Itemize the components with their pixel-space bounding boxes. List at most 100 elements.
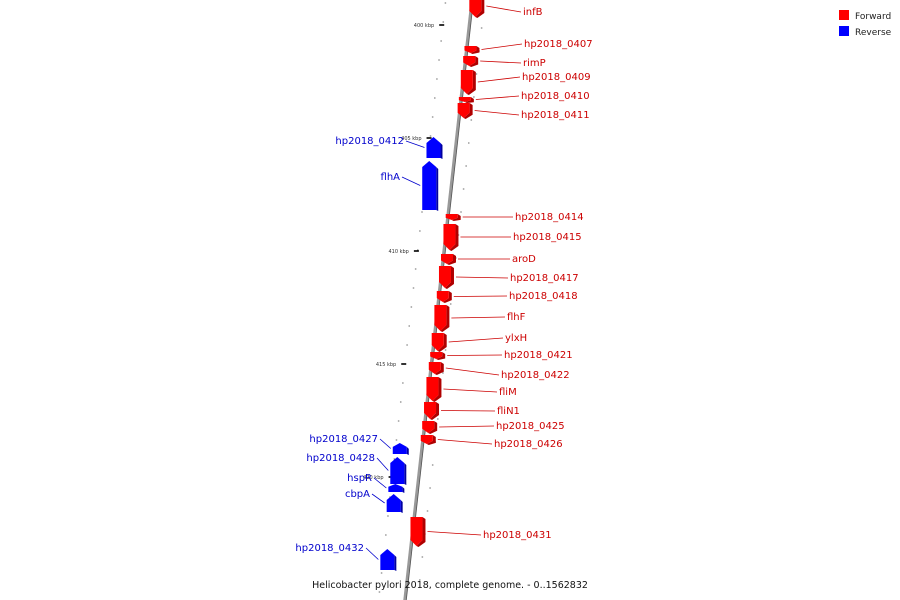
gene-shadow — [432, 377, 442, 402]
gene-arrow[interactable] — [428, 362, 441, 374]
gene-cbpA[interactable] — [386, 494, 403, 513]
gene-hp2018_0415[interactable] — [443, 224, 459, 251]
tick-label: 420 kbp — [363, 475, 383, 481]
gene-arrow[interactable] — [422, 161, 437, 210]
gene-arrow[interactable] — [443, 224, 456, 250]
leader-line — [481, 43, 523, 50]
gene-flhF[interactable] — [434, 305, 450, 332]
leader-line — [475, 95, 520, 100]
legend: Forward Reverse — [839, 10, 892, 38]
gene-fliM[interactable] — [426, 377, 442, 402]
gene-flhA[interactable] — [422, 161, 439, 211]
gene-arrow[interactable] — [445, 214, 458, 220]
gene-arrow[interactable] — [440, 254, 453, 264]
gene-arrow[interactable] — [424, 402, 437, 419]
gene-arrow[interactable] — [380, 549, 395, 570]
gene-shadow — [464, 97, 474, 103]
gene-arrow[interactable] — [436, 291, 449, 302]
gene-arrow[interactable] — [430, 352, 443, 359]
gene-label-hp2018_0418: hp2018_0418 — [509, 291, 578, 302]
gene-shadow — [436, 167, 439, 211]
gene-hp2018_0422[interactable] — [428, 362, 444, 375]
gene-arrow[interactable] — [438, 266, 451, 288]
leader-line — [477, 76, 521, 83]
gene-hp2018_0432[interactable] — [380, 549, 397, 571]
gene-features[interactable] — [380, 0, 485, 571]
gene-label-hp2018_0427: hp2018_0427 — [309, 434, 378, 445]
gene-shadow — [430, 402, 440, 420]
gene-hp2018_0425[interactable] — [422, 421, 438, 434]
gene-label-fliM: fliM — [499, 387, 517, 398]
leader-line — [401, 176, 421, 186]
gene-shadow — [406, 446, 409, 455]
gene-shadow — [402, 486, 405, 493]
gene-hp2018_0431[interactable] — [410, 517, 426, 547]
gene-hp2018_0407[interactable] — [464, 46, 480, 54]
gene-shadow — [394, 555, 397, 571]
gene-label-flhF: flhF — [507, 312, 526, 323]
gene-arrow[interactable] — [410, 517, 423, 546]
gene-arrow[interactable] — [390, 457, 405, 484]
leader-line — [441, 410, 496, 412]
gene-hp2018_0414[interactable] — [445, 214, 461, 221]
gene-arrow[interactable] — [386, 494, 401, 512]
gene-label-hp2018_0421: hp2018_0421 — [504, 350, 573, 361]
gene-hp2018_0410[interactable] — [458, 97, 474, 103]
gene-arrow[interactable] — [458, 97, 471, 102]
gene-shadow — [475, 0, 485, 18]
gene-ylxH[interactable] — [431, 333, 447, 352]
gene-hp2018_0412[interactable] — [426, 137, 443, 159]
gene-label-hp2018_0414: hp2018_0414 — [515, 212, 584, 223]
gene-arrow[interactable] — [388, 484, 403, 492]
gene-labels: infB hp2018_0407 rimP hp2018_0409 hp2018_041… — [295, 5, 593, 560]
gene-hspR[interactable] — [388, 484, 405, 493]
gene-arrow[interactable] — [457, 103, 470, 118]
gene-label-hp2018_0431: hp2018_0431 — [483, 530, 552, 541]
legend-reverse-swatch — [839, 26, 849, 36]
gene-arrow[interactable] — [463, 56, 476, 66]
gene-shadow — [469, 56, 479, 67]
gene-fliN1[interactable] — [424, 402, 440, 420]
leader-line — [455, 276, 509, 279]
gene-shadow — [466, 70, 476, 95]
gene-arrow[interactable] — [392, 443, 407, 454]
gene-shadow — [416, 517, 426, 547]
gene-label-flhA: flhA — [381, 172, 401, 183]
gene-arrow[interactable] — [464, 46, 477, 53]
gene-hp2018_0421[interactable] — [430, 352, 446, 360]
gene-shadow — [444, 266, 454, 289]
gene-arrow[interactable] — [426, 137, 441, 158]
gene-label-infB: infB — [523, 7, 543, 18]
gene-aroD[interactable] — [440, 254, 456, 265]
gene-label-hp2018_0432: hp2018_0432 — [295, 543, 364, 554]
gene-hp2018_0427[interactable] — [392, 443, 409, 455]
gene-hp2018_0428[interactable] — [390, 457, 407, 485]
gene-label-fliN1: fliN1 — [497, 406, 520, 417]
gene-arrow[interactable] — [420, 435, 433, 444]
gene-rimP[interactable] — [463, 56, 479, 67]
leader-line — [480, 60, 522, 64]
gene-arrow[interactable] — [434, 305, 447, 331]
tick-label: 415 kbp — [376, 362, 396, 368]
gene-hp2018_0409[interactable] — [460, 70, 476, 95]
gene-hp2018_0418[interactable] — [436, 291, 452, 303]
gene-arrow[interactable] — [460, 70, 473, 94]
gene-infB[interactable] — [469, 0, 485, 18]
leader-line — [365, 547, 379, 560]
leader-line — [451, 316, 506, 319]
gene-shadow — [436, 352, 446, 360]
gene-arrow[interactable] — [422, 421, 435, 433]
gene-label-hp2018_0425: hp2018_0425 — [496, 421, 565, 432]
gene-arrow[interactable] — [469, 0, 482, 17]
gene-hp2018_0417[interactable] — [438, 266, 454, 289]
gene-label-cbpA: cbpA — [345, 489, 370, 500]
gene-arrow[interactable] — [426, 377, 439, 401]
gene-arrow[interactable] — [431, 333, 444, 351]
gene-shadow — [463, 103, 473, 119]
legend-reverse-label: Reverse — [855, 28, 892, 38]
gene-hp2018_0411[interactable] — [457, 103, 473, 119]
gene-label-hp2018_0410: hp2018_0410 — [521, 91, 590, 102]
gene-hp2018_0426[interactable] — [420, 435, 436, 445]
leader-line — [379, 438, 392, 449]
gene-shadow — [437, 333, 447, 352]
